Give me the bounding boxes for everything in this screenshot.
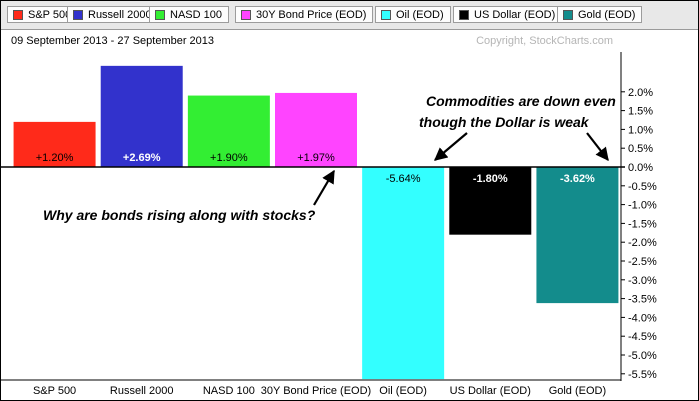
x-tick-label: 30Y Bond Price (EOD) <box>261 385 371 397</box>
y-tick-label: 2.0% <box>628 87 653 99</box>
y-tick-label: 1.0% <box>628 124 653 136</box>
y-tick-label: -2.0% <box>628 237 657 249</box>
bar <box>275 92 357 167</box>
x-tick-label: Gold (EOD) <box>549 385 606 397</box>
arrow-gold <box>586 132 609 162</box>
y-tick-label: -2.5% <box>628 256 657 268</box>
data-label: +1.90% <box>210 152 248 164</box>
x-tick-label: Oil (EOD) <box>379 385 427 397</box>
x-tick-label: S&P 500 <box>33 385 76 397</box>
legend-item[interactable]: S&P 500 <box>7 6 79 23</box>
legend-item[interactable]: Oil (EOD) <box>375 6 451 23</box>
y-tick-label: -1.0% <box>628 200 657 212</box>
legend-swatch <box>459 10 469 20</box>
bar <box>100 65 183 167</box>
y-tick-label: -3.5% <box>628 294 657 306</box>
y-tick-label: -5.5% <box>628 369 657 381</box>
y-tick-label: 1.5% <box>628 106 653 118</box>
legend-label: 30Y Bond Price (EOD) <box>256 9 367 21</box>
data-label: +1.97% <box>297 152 335 164</box>
y-tick-label: -3.0% <box>628 275 657 287</box>
arrow-bonds <box>313 169 335 206</box>
data-label: -5.64% <box>386 173 421 185</box>
y-tick-label: 0.5% <box>628 143 653 155</box>
legend-label: Oil (EOD) <box>396 9 444 21</box>
data-label: -1.80% <box>473 173 508 185</box>
legend-item[interactable]: NASD 100 <box>149 6 229 23</box>
y-tick-label: -5.0% <box>628 350 657 362</box>
x-tick-label: Russell 2000 <box>110 385 174 397</box>
performance-bar-chart: 09 September 2013 - 27 September 2013 Cop… <box>1 35 657 397</box>
annotation-bonds: Why are bonds rising along with stocks? <box>43 207 316 223</box>
legend-item[interactable]: Gold (EOD) <box>557 6 643 23</box>
data-label: -3.62% <box>560 173 595 185</box>
y-tick-label: 0.0% <box>628 162 653 174</box>
bar <box>449 167 532 235</box>
y-tick-label: -1.5% <box>628 218 657 230</box>
legend-item[interactable]: Russell 2000 <box>67 6 159 23</box>
legend-label: NASD 100 <box>170 9 222 21</box>
legend-label: Gold (EOD) <box>578 9 636 21</box>
legend-label: US Dollar (EOD) <box>474 9 556 21</box>
legend-label: Russell 2000 <box>88 9 152 21</box>
bar <box>362 167 445 380</box>
subtitle: 09 September 2013 - 27 September 2013 <box>11 35 214 47</box>
annotation-commodities-line2: though the Dollar is weak <box>419 114 590 130</box>
legend-swatch <box>13 10 23 20</box>
legend-swatch <box>155 10 165 20</box>
legend-label: S&P 500 <box>28 9 72 21</box>
arrow-oil <box>433 132 468 161</box>
data-label: +1.20% <box>36 152 74 164</box>
y-tick-label: -4.0% <box>628 312 657 324</box>
legend-swatch <box>73 10 83 20</box>
legend-item[interactable]: 30Y Bond Price (EOD) <box>235 6 374 23</box>
legend-swatch <box>563 10 573 20</box>
data-label: +2.69% <box>123 152 161 164</box>
legend: S&P 500 Russell 2000 NASD 100 30Y Bond Pric… <box>1 1 698 30</box>
bar <box>13 121 96 167</box>
x-tick-label: US Dollar (EOD) <box>450 385 531 397</box>
copyright: Copyright, StockCharts.com <box>476 35 613 47</box>
x-tick-label: NASD 100 <box>203 385 255 397</box>
bar <box>187 95 270 167</box>
legend-item[interactable]: US Dollar (EOD) <box>453 6 563 23</box>
legend-swatch <box>381 10 391 20</box>
y-tick-label: -0.5% <box>628 181 657 193</box>
legend-swatch <box>241 10 251 20</box>
bar <box>536 167 619 304</box>
annotation-commodities-line1: Commodities are down even <box>426 93 616 109</box>
y-tick-label: -4.5% <box>628 331 657 343</box>
